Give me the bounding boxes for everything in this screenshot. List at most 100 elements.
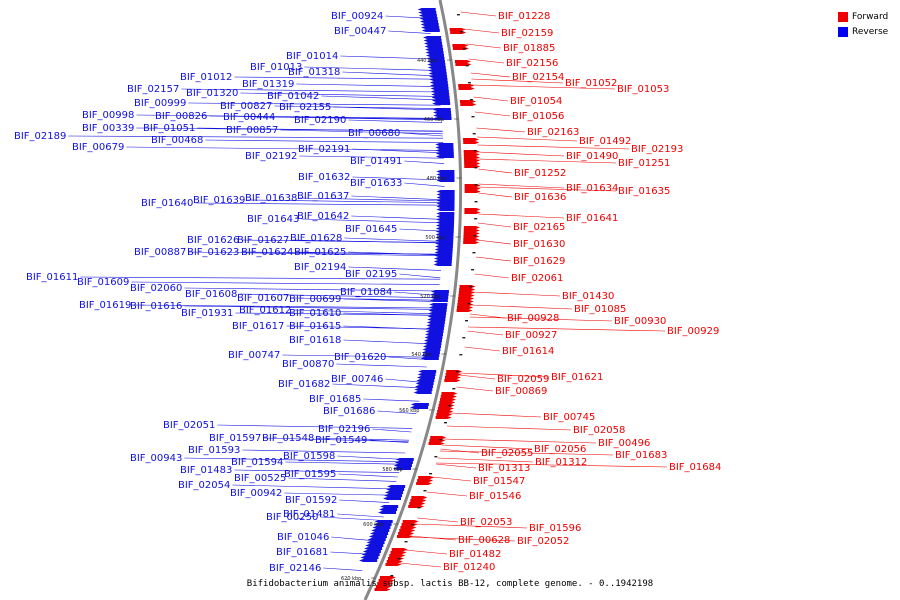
gene-label-bif-00339[interactable]: BIF_00339	[82, 123, 134, 134]
gene-label-bif-01609[interactable]: BIF_01609	[77, 277, 129, 288]
gene-label-bif-01598[interactable]: BIF_01598	[283, 451, 335, 462]
gene-label-bif-02146[interactable]: BIF_02146	[269, 563, 321, 574]
gene-label-bif-00468[interactable]: BIF_00468	[151, 135, 203, 146]
gene-label-bif-02055[interactable]: BIF_02055	[481, 448, 533, 459]
gene-label-bif-02192[interactable]: BIF_02192	[245, 151, 297, 162]
gene-label-bif-00250[interactable]: BIF_00250	[266, 512, 318, 523]
gene-label-bif-02156[interactable]: BIF_02156	[506, 58, 558, 69]
gene-label-bif-00857[interactable]: BIF_00857	[226, 125, 278, 136]
gene-label-bif-02061[interactable]: BIF_02061	[511, 273, 563, 284]
gene-label-bif-00827[interactable]: BIF_00827	[220, 101, 272, 112]
gene-label-bif-00747[interactable]: BIF_00747	[228, 350, 280, 361]
gene-label-bif-01547[interactable]: BIF_01547	[473, 476, 525, 487]
gene-label-bif-01054[interactable]: BIF_01054	[510, 96, 562, 107]
gene-label-bif-01610[interactable]: BIF_01610	[289, 308, 341, 319]
gene-label-bif-01014[interactable]: BIF_01014	[286, 51, 338, 62]
gene-label-bif-02195[interactable]: BIF_02195	[345, 269, 397, 280]
gene-label-bif-01481[interactable]: BIF_01481	[283, 509, 335, 520]
gene-label-bif-00745[interactable]: BIF_00745	[543, 412, 595, 423]
gene-label-bif-00525[interactable]: BIF_00525	[234, 473, 286, 484]
gene-label-bif-02157[interactable]: BIF_02157	[127, 84, 179, 95]
gene-label-bif-01593[interactable]: BIF_01593	[188, 445, 240, 456]
gene-label-bif-02189[interactable]: BIF_02189	[14, 131, 66, 142]
gene-label-bif-01012[interactable]: BIF_01012	[180, 72, 232, 83]
gene-label-bif-00699[interactable]: BIF_00699	[289, 294, 341, 305]
gene-label-bif-00930[interactable]: BIF_00930	[614, 316, 666, 327]
gene-label-bif-01621[interactable]: BIF_01621	[551, 372, 603, 383]
gene-label-bif-01642[interactable]: BIF_01642	[297, 211, 349, 222]
gene-label-bif-01318[interactable]: BIF_01318	[288, 67, 340, 78]
gene-label-bif-01592[interactable]: BIF_01592	[285, 495, 337, 506]
gene-label-bif-01632[interactable]: BIF_01632	[298, 172, 350, 183]
gene-label-bif-01625[interactable]: BIF_01625	[294, 247, 346, 258]
gene-label-bif-01614[interactable]: BIF_01614	[502, 346, 554, 357]
gene-label-bif-01619[interactable]: BIF_01619	[79, 300, 131, 311]
gene-label-bif-01931[interactable]: BIF_01931	[181, 308, 233, 319]
gene-label-bif-00942[interactable]: BIF_00942	[230, 488, 282, 499]
gene-label-bif-00869[interactable]: BIF_00869	[495, 386, 547, 397]
gene-label-bif-01042[interactable]: BIF_01042	[267, 91, 319, 102]
gene-label-bif-01624[interactable]: BIF_01624	[241, 247, 293, 258]
gene-label-bif-02054[interactable]: BIF_02054	[178, 480, 230, 491]
gene-label-bif-01319[interactable]: BIF_01319	[242, 79, 294, 90]
gene-label-bif-01320[interactable]: BIF_01320	[186, 88, 238, 99]
gene-label-bif-01594[interactable]: BIF_01594	[231, 457, 283, 468]
gene-label-bif-02191[interactable]: BIF_02191	[298, 144, 350, 155]
gene-label-bif-01549[interactable]: BIF_01549	[315, 435, 367, 446]
gene-label-bif-02059[interactable]: BIF_02059	[497, 374, 549, 385]
gene-label-bif-00447[interactable]: BIF_00447	[334, 26, 386, 37]
gene-label-bif-02190[interactable]: BIF_02190	[294, 115, 346, 126]
gene-label-bif-01483[interactable]: BIF_01483	[180, 465, 232, 476]
gene-label-bif-01617[interactable]: BIF_01617	[232, 321, 284, 332]
gene-label-bif-01637[interactable]: BIF_01637	[297, 191, 349, 202]
gene-label-bif-01595[interactable]: BIF_01595	[284, 469, 336, 480]
gene-label-bif-00826[interactable]: BIF_00826	[155, 111, 207, 122]
gene-label-bif-00924[interactable]: BIF_00924	[331, 11, 383, 22]
gene-label-bif-01612[interactable]: BIF_01612	[239, 305, 291, 316]
gene-label-bif-01616[interactable]: BIF_01616	[130, 301, 182, 312]
gene-label-bif-02056[interactable]: BIF_02056	[534, 444, 586, 455]
gene-label-bif-01046[interactable]: BIF_01046	[277, 532, 329, 543]
gene-label-bif-00444[interactable]: BIF_00444	[223, 112, 275, 123]
gene-label-bif-01634[interactable]: BIF_01634	[566, 183, 618, 194]
gene-label-bif-01618[interactable]: BIF_01618	[289, 335, 341, 346]
gene-label-bif-01640[interactable]: BIF_01640	[141, 198, 193, 209]
gene-label-bif-01639[interactable]: BIF_01639	[193, 195, 245, 206]
gene-label-bif-01681[interactable]: BIF_01681	[276, 547, 328, 558]
gene-label-bif-01626[interactable]: BIF_01626	[187, 235, 239, 246]
gene-label-bif-01620[interactable]: BIF_01620	[334, 352, 386, 363]
gene-label-bif-02154[interactable]: BIF_02154	[512, 72, 564, 83]
gene-label-bif-02060[interactable]: BIF_02060	[130, 283, 182, 294]
gene-label-bif-00496[interactable]: BIF_00496	[598, 438, 650, 449]
gene-label-bif-01641[interactable]: BIF_01641	[566, 213, 618, 224]
gene-label-bif-00870[interactable]: BIF_00870	[282, 359, 334, 370]
gene-label-bif-01313[interactable]: BIF_01313	[478, 463, 530, 474]
gene-label-bif-01643[interactable]: BIF_01643	[247, 214, 299, 225]
gene-label-bif-02058[interactable]: BIF_02058	[573, 425, 625, 436]
gene-label-bif-01546[interactable]: BIF_01546	[469, 491, 521, 502]
gene-label-bif-02194[interactable]: BIF_02194	[294, 262, 346, 273]
gene-label-bif-01615[interactable]: BIF_01615	[289, 321, 341, 332]
gene-label-bif-01638[interactable]: BIF_01638	[245, 193, 297, 204]
gene-label-bif-02196[interactable]: BIF_02196	[318, 424, 370, 435]
gene-label-bif-01491[interactable]: BIF_01491	[350, 156, 402, 167]
gene-label-bif-01628[interactable]: BIF_01628	[290, 233, 342, 244]
gene-label-bif-00679[interactable]: BIF_00679	[72, 142, 124, 153]
gene-label-bif-01490[interactable]: BIF_01490	[566, 151, 618, 162]
gene-label-bif-01633[interactable]: BIF_01633	[350, 178, 402, 189]
gene-label-bif-01492[interactable]: BIF_01492	[579, 136, 631, 147]
gene-label-bif-02159[interactable]: BIF_02159	[501, 28, 553, 39]
gene-label-bif-01596[interactable]: BIF_01596	[529, 523, 581, 534]
gene-label-bif-00928[interactable]: BIF_00928	[507, 313, 559, 324]
gene-label-bif-01430[interactable]: BIF_01430	[562, 291, 614, 302]
gene-label-bif-01636[interactable]: BIF_01636	[514, 192, 566, 203]
gene-label-bif-01685[interactable]: BIF_01685	[309, 394, 361, 405]
gene-label-bif-01051[interactable]: BIF_01051	[143, 123, 195, 134]
gene-label-bif-00998[interactable]: BIF_00998	[82, 110, 134, 121]
gene-label-bif-01482[interactable]: BIF_01482	[449, 549, 501, 560]
gene-label-bif-01635[interactable]: BIF_01635	[618, 186, 670, 197]
gene-label-bif-00929[interactable]: BIF_00929	[667, 326, 719, 337]
gene-label-bif-02163[interactable]: BIF_02163	[527, 127, 579, 138]
gene-label-bif-02053[interactable]: BIF_02053	[460, 517, 512, 528]
gene-label-bif-01240[interactable]: BIF_01240	[443, 562, 495, 573]
